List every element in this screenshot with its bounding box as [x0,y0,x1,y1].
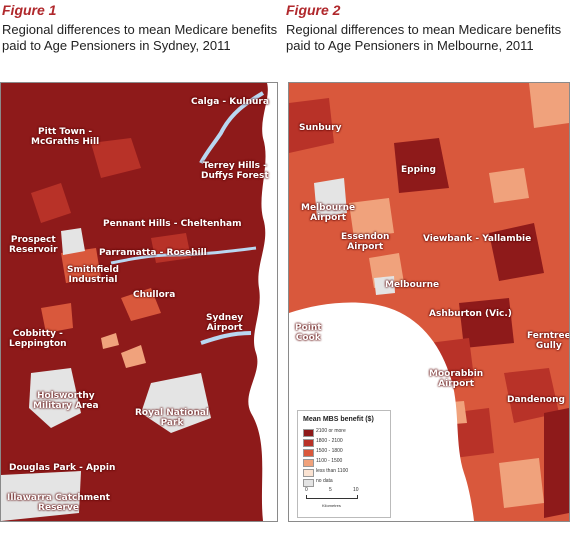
place-label: Douglas Park - Appin [9,463,116,473]
region-1500-1800 [121,288,161,321]
legend-swatch [303,459,314,467]
place-label: Pitt Town - McGraths Hill [31,127,100,147]
region-1800-2100 [504,368,559,423]
illawarra-reserve-area [1,471,81,521]
figure-1: Figure 1 Regional differences to mean Me… [0,2,278,522]
place-label: Smithfield Industrial [67,265,119,285]
place-label: Epping [401,165,436,175]
place-label: Illawarra Catchment Reserve [7,493,110,513]
place-label: Moorabbin Airport [429,369,484,389]
place-label: Melbourne [385,280,440,290]
figure-2: Figure 2 Regional differences to mean Me… [286,0,572,535]
region-1100-1500 [121,345,146,368]
cbd-area [374,276,395,295]
region-2100-plus [489,223,544,281]
figure-1-label: Figure 1 [2,2,57,18]
ocean [248,83,277,521]
place-label: Sunbury [299,123,342,133]
place-label: Prospect Reservoir [9,235,58,255]
region-1500-1800 [61,248,101,283]
royal-national-park-area [141,373,211,433]
place-label: Melbourne Airport [301,203,356,223]
place-label: Royal National Park [135,408,210,428]
map-legend: Mean MBS benefit ($) 2100 or more 1800 -… [297,410,391,518]
legend-label: 2100 or more [316,428,346,434]
legend-label: no data [316,478,333,484]
sydney-map: Calga - Kulnura Pitt Town - McGraths Hil… [0,82,278,522]
scale-bar [306,495,358,499]
legend-swatch [303,479,314,487]
region-1800-2100 [289,98,334,153]
region-2100-plus [459,298,514,348]
prospect-reservoir-area [61,228,85,255]
scale-tick: 5 [329,487,332,493]
legend-swatch [303,429,314,437]
region-2100-plus [394,138,449,193]
legend-label: 1100 - 1500 [316,458,343,464]
figure-1-caption: Regional differences to mean Medicare be… [2,22,278,53]
place-label: Ashburton (Vic.) [429,309,512,319]
place-label: Cobbitty - Leppington [9,329,67,349]
legend-swatch [303,449,314,457]
parramatta-river [110,246,257,265]
place-label: Chullora [133,290,176,300]
hawkesbury-river [199,91,265,164]
place-label: Calga - Kulnura [191,97,269,107]
place-label: Sydney Airport [206,313,244,333]
region-1800-2100 [31,183,71,223]
place-label: Terrey Hills - Duffys Forest [201,161,269,181]
region-1100-1500 [349,198,394,238]
place-label: Viewbank - Yallambie [423,234,532,244]
place-label: Essendon Airport [341,232,390,252]
place-label: Point Cook [295,323,322,343]
place-label: Holsworthy Military Area [33,391,99,411]
sydney-map-graphic [1,83,277,521]
region-1100-1500 [499,458,544,508]
place-label: Pennant Hills - Cheltenham [103,219,242,229]
place-label: Parramatta - Rosehill [99,248,207,258]
region-1500-1800 [41,303,73,333]
melbourne-airport-area [314,178,347,218]
region-1100-1500 [489,168,529,203]
melbourne-map: Sunbury Epping Melbourne Airport Essendo… [288,82,570,522]
region-1100-1500 [101,333,119,349]
legend-swatch [303,439,314,447]
place-label: Dandenong [507,395,565,405]
scale-tick: 10 [353,487,359,493]
legend-label: 1800 - 2100 [316,438,343,444]
legend-title: Mean MBS benefit ($) [303,416,374,423]
region-1800-2100 [91,138,141,178]
holsworthy-area [29,368,81,428]
legend-label: less than 1100 [316,468,349,474]
legend-swatch [303,469,314,477]
scale-tick: 0 [305,487,308,493]
region-2100-plus [544,408,569,518]
place-label: Ferntree Gully [527,331,570,351]
botany-bay [200,331,252,345]
figure-2-caption: Regional differences to mean Medicare be… [286,22,562,53]
region-1100-1500 [529,83,569,128]
figure-2-label: Figure 2 [286,2,341,18]
legend-label: 1500 - 1800 [316,448,343,454]
scale-unit: Kilometres [322,503,341,508]
